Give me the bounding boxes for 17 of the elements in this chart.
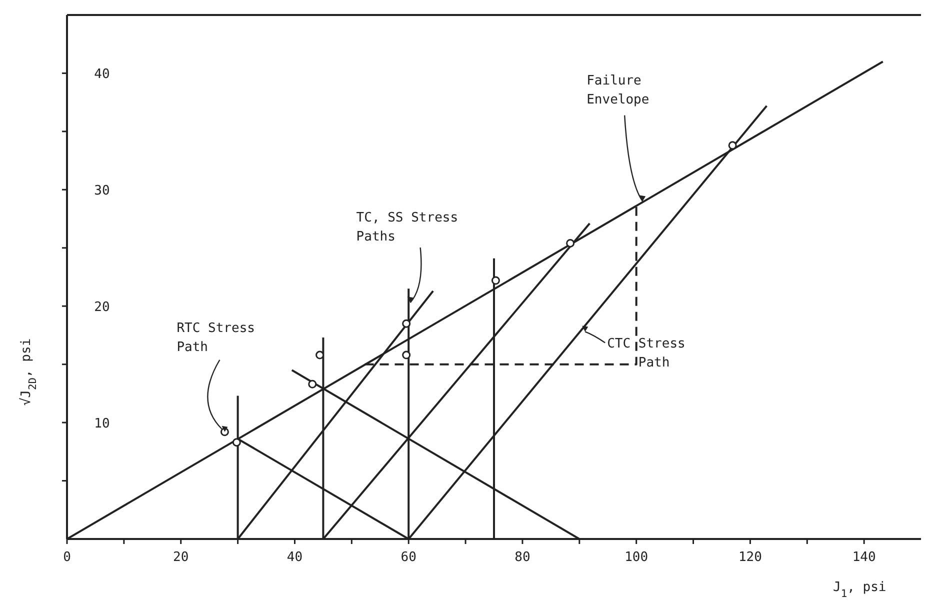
annotation: RTC Stress Path [176,320,255,355]
y-tick-label: 20 [94,300,110,316]
y-tick-label: 40 [94,67,110,82]
annotation: CTC Stress Path [607,336,686,371]
annotation: Failure Envelope [586,73,650,108]
x-tick-label: 20 [173,550,189,566]
x-tick-label: 100 [624,550,648,566]
y-tick-label: 30 [94,184,110,199]
x-tick-label: 80 [514,550,530,566]
x-tick-label: 0 [63,550,71,566]
x-tick-label: 140 [852,550,876,566]
x-tick-label: 60 [400,550,416,566]
annotation: TC, SS Stress Paths [356,210,458,245]
x-tick-label: 40 [286,550,303,566]
y-tick-label: 10 [94,416,110,432]
x-tick-label: 120 [738,550,762,566]
x-axis-title: J$_{1}$, psi [833,580,886,600]
